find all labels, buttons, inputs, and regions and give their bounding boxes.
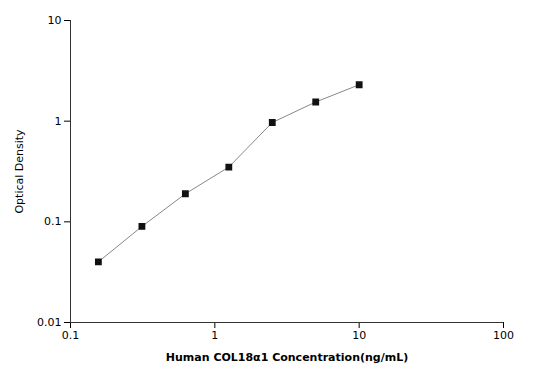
svg-text:1: 1 bbox=[211, 329, 218, 342]
svg-text:Optical Density: Optical Density bbox=[13, 129, 26, 214]
svg-text:1: 1 bbox=[55, 115, 62, 128]
svg-text:0.1: 0.1 bbox=[62, 329, 80, 342]
svg-text:10: 10 bbox=[48, 14, 62, 27]
svg-text:0.01: 0.01 bbox=[37, 316, 62, 329]
svg-text:Human COL18α1 Concentration(ng: Human COL18α1 Concentration(ng/mL) bbox=[166, 351, 408, 364]
svg-text:10: 10 bbox=[352, 329, 366, 342]
svg-text:0.1: 0.1 bbox=[44, 215, 62, 228]
svg-text:100: 100 bbox=[493, 329, 514, 342]
